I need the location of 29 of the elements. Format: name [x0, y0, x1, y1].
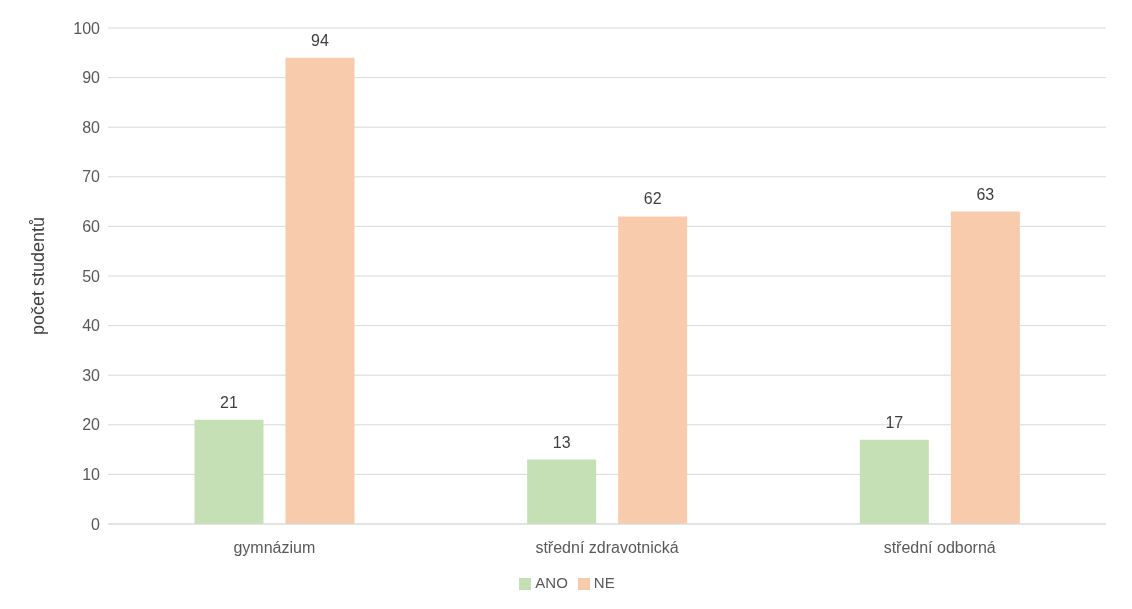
y-tick-label: 70 — [82, 168, 101, 186]
x-tick-label: gymnázium — [233, 539, 316, 557]
data-label: 13 — [552, 433, 571, 451]
y-tick-label: 50 — [82, 267, 101, 285]
y-tick-label: 60 — [82, 218, 101, 236]
y-axis-title: počet studentů — [28, 216, 49, 336]
data-label: 63 — [976, 185, 995, 203]
y-tick-label: 100 — [73, 19, 101, 37]
data-label: 94 — [311, 31, 329, 49]
bar — [527, 459, 597, 524]
legend-label: NE — [593, 574, 615, 591]
bar — [950, 211, 1020, 524]
y-tick-label: 10 — [82, 466, 101, 484]
y-tick-label: 90 — [82, 69, 101, 87]
x-tick-label: střední zdravotnická — [535, 539, 679, 557]
y-tick-label: 40 — [82, 317, 101, 335]
bar — [859, 439, 929, 524]
x-tick-label: střední odborná — [883, 539, 996, 557]
y-tick-label: 20 — [82, 416, 101, 434]
data-label: 21 — [220, 393, 238, 411]
bar — [618, 216, 688, 524]
y-tick-label: 0 — [91, 515, 101, 533]
y-tick-label: 30 — [82, 366, 101, 384]
data-label: 62 — [643, 190, 662, 208]
bar — [194, 419, 264, 524]
legend-label: ANO — [535, 574, 568, 591]
y-tick-label: 80 — [82, 118, 101, 136]
bar — [285, 57, 355, 524]
data-label: 17 — [885, 413, 904, 431]
